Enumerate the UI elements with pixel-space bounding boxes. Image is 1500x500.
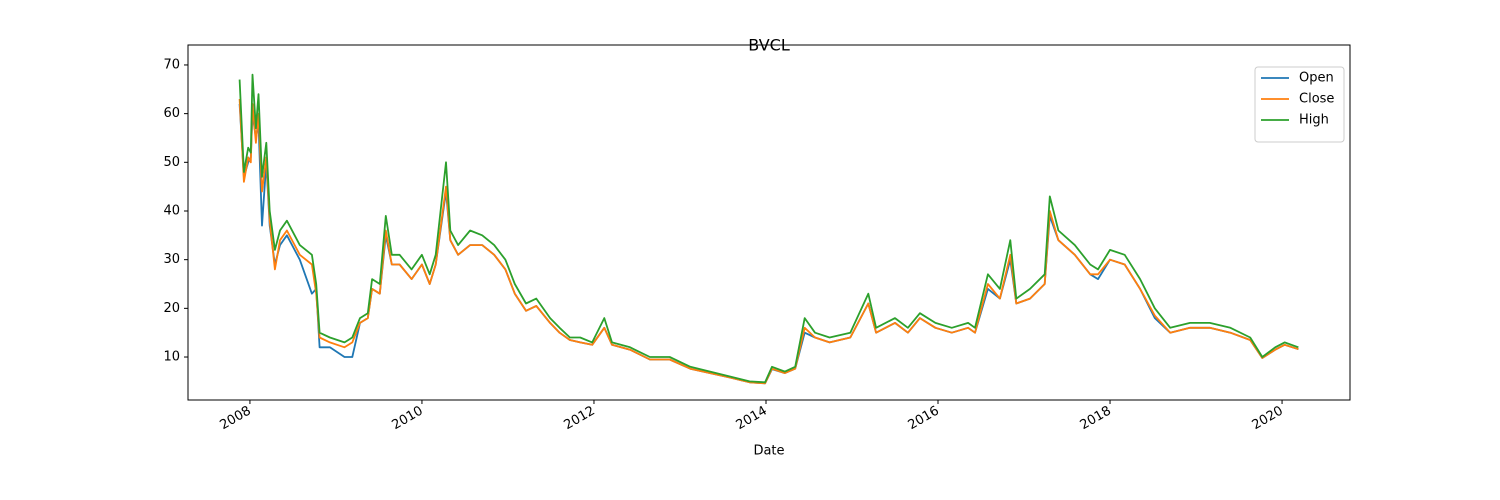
x-tick-label: 2020 (1250, 404, 1286, 434)
y-tick-label: 70 (163, 57, 180, 72)
x-tick-label: 2016 (906, 404, 942, 434)
series-line (238, 103, 1299, 385)
x-tick-label: 2014 (734, 404, 770, 434)
legend-box (1254, 66, 1345, 143)
x-tick-label: 2010 (390, 404, 426, 434)
series-line (238, 73, 1299, 384)
y-tick-label: 10 (163, 350, 180, 365)
x-tick-label: 2018 (1078, 404, 1114, 434)
legend: Open Close High (1254, 66, 1345, 143)
y-tick-label: 20 (163, 301, 180, 316)
x-tick-label: 2012 (562, 404, 598, 434)
y-tick-label: 50 (163, 155, 180, 170)
y-tick-label: 30 (163, 252, 180, 267)
plot-frame (187, 44, 1351, 401)
y-tick-label: 40 (163, 203, 180, 218)
x-tick-label: 2008 (218, 404, 254, 434)
series-line (238, 98, 1299, 385)
y-tick-label: 60 (163, 106, 180, 121)
legend-label: High (1299, 113, 1329, 128)
legend-label: Open (1299, 71, 1334, 86)
x-axis-label: Date (753, 444, 784, 459)
legend-label: Close (1299, 92, 1334, 107)
